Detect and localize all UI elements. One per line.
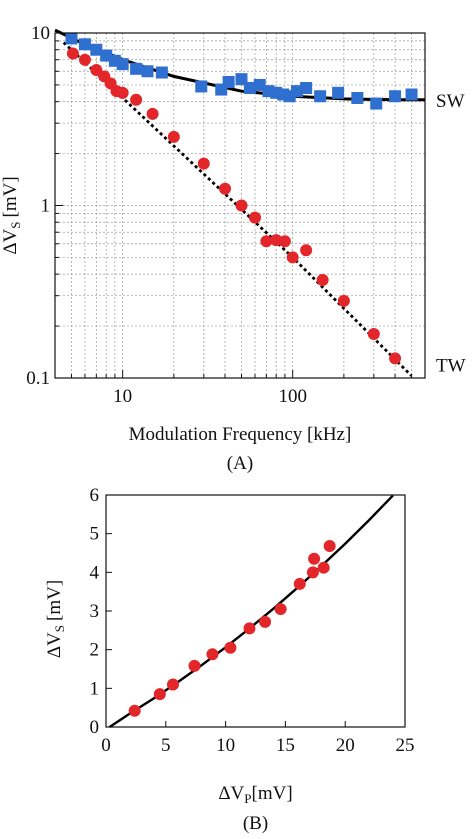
data-point xyxy=(308,552,321,565)
data-point-sw xyxy=(222,75,235,88)
data-point-sw xyxy=(116,58,129,71)
annotation-tw: TW xyxy=(436,355,466,376)
panel-a-y-label-unit: [mV] xyxy=(0,176,21,217)
y-tick-label: 5 xyxy=(90,524,100,545)
x-tick-label: 5 xyxy=(161,735,171,756)
data-point xyxy=(323,540,336,553)
data-point-tw xyxy=(286,251,299,264)
data-point-sw xyxy=(370,97,383,110)
panel-b-caption: (B) xyxy=(243,813,268,834)
data-point-sw xyxy=(243,81,256,94)
data-point-sw xyxy=(90,43,103,56)
y-tick-label: 3 xyxy=(90,601,100,622)
data-point-sw xyxy=(332,86,345,99)
data-point-sw xyxy=(78,38,91,51)
data-point-tw xyxy=(316,273,329,286)
y-tick-label: 0.1 xyxy=(26,368,50,389)
y-tick-label: 6 xyxy=(90,485,100,506)
panel-a-y-label-sub: S xyxy=(8,221,23,228)
data-point-sw xyxy=(405,88,418,101)
data-point-tw xyxy=(337,294,350,307)
data-point-sw xyxy=(65,32,78,45)
data-point-tw xyxy=(130,93,143,106)
data-point-tw xyxy=(146,107,159,120)
data-point xyxy=(153,688,166,701)
panel-a-ticks: 10 100 0.1 1 10 xyxy=(26,23,413,407)
x-tick-label: 15 xyxy=(276,735,295,756)
panel-a: 10 100 0.1 1 10 SW TW Modulation Frequency [… xyxy=(0,23,466,474)
data-point xyxy=(306,566,319,579)
data-point-tw xyxy=(300,244,313,257)
panel-b-y-label-main: ΔV xyxy=(44,632,65,658)
panel-b-x-label-unit: [mV] xyxy=(252,783,293,804)
y-tick-label: 1 xyxy=(90,678,100,699)
fit-curve xyxy=(108,494,394,728)
data-point-tw xyxy=(78,53,91,66)
data-point-sw xyxy=(389,90,402,103)
panel-b-x-label-sub: P xyxy=(244,791,251,806)
annotation-sw: SW xyxy=(436,91,465,112)
panel-b-y-label-sub: S xyxy=(52,625,67,632)
x-tick-label: 10 xyxy=(113,386,132,407)
data-point-tw xyxy=(367,327,380,340)
data-point xyxy=(206,648,219,661)
data-point-tw xyxy=(219,182,232,195)
data-point xyxy=(293,577,306,590)
panel-b-x-label-main: ΔV xyxy=(218,783,244,804)
data-point-tw xyxy=(248,211,261,224)
data-point-sw xyxy=(155,66,168,79)
data-point-sw xyxy=(314,90,327,103)
data-point-sw xyxy=(130,62,143,75)
data-point-tw xyxy=(235,199,248,212)
x-tick-label: 25 xyxy=(396,735,415,756)
panel-b-x-axis-label: ΔVP[mV] xyxy=(218,783,292,806)
data-point-tw xyxy=(90,64,103,77)
data-point xyxy=(259,615,272,628)
panel-b-y-label-unit: [mV] xyxy=(44,580,65,621)
data-point xyxy=(224,641,237,654)
x-tick-label: 100 xyxy=(278,386,307,407)
y-tick-label: 2 xyxy=(90,640,100,661)
data-point xyxy=(188,659,201,672)
data-point-tw xyxy=(167,130,180,143)
data-point-tw xyxy=(197,157,210,170)
data-point xyxy=(128,704,141,717)
data-point xyxy=(317,561,330,574)
panel-b-markers xyxy=(128,540,336,717)
data-point-sw xyxy=(300,81,313,94)
panel-a-y-axis-label: ΔVS [mV] xyxy=(0,176,23,254)
panel-a-markers xyxy=(65,32,418,365)
data-point-sw xyxy=(141,65,154,78)
data-point-sw xyxy=(195,80,208,93)
panel-b-y-axis-label: ΔVS [mV] xyxy=(44,580,67,658)
data-point xyxy=(243,622,256,635)
y-tick-label: 10 xyxy=(31,23,50,44)
panel-a-x-axis-label: Modulation Frequency [kHz] xyxy=(129,424,352,445)
panel-a-y-label-main: ΔV xyxy=(0,228,21,254)
panel-b-fit-line xyxy=(108,494,394,728)
data-point-sw xyxy=(290,85,303,98)
data-point-sw xyxy=(351,91,364,104)
data-point-tw xyxy=(66,47,79,60)
data-point-tw xyxy=(278,235,291,248)
data-point-tw xyxy=(116,86,129,99)
panel-a-caption: (A) xyxy=(227,453,253,474)
data-point xyxy=(166,678,179,691)
panel-b-ticks: 0 5 10 15 20 25 0 1 2 3 4 5 6 xyxy=(90,485,415,756)
y-tick-label: 4 xyxy=(90,562,100,583)
y-tick-label: 1 xyxy=(41,196,51,217)
x-tick-label: 10 xyxy=(216,735,235,756)
data-point xyxy=(274,603,287,616)
data-point-tw xyxy=(260,235,273,248)
y-tick-label: 0 xyxy=(90,717,100,738)
x-tick-label: 20 xyxy=(336,735,355,756)
x-tick-label: 0 xyxy=(101,735,111,756)
data-point-tw xyxy=(389,352,402,365)
